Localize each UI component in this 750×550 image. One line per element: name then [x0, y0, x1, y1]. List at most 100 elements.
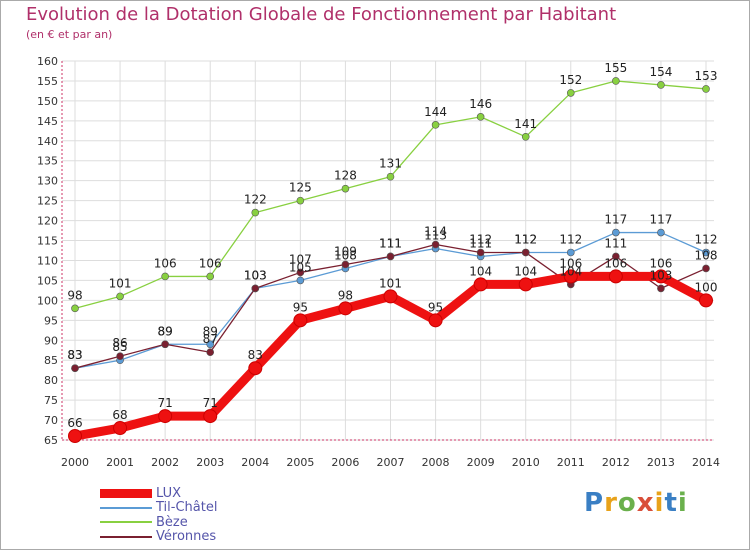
y-tick-label: 120	[37, 215, 58, 228]
data-point	[431, 121, 440, 129]
data-label: 154	[649, 65, 672, 79]
data-point	[251, 208, 260, 217]
legend-item: Bèze	[100, 514, 188, 530]
data-label: 105	[289, 260, 312, 274]
data-point	[296, 268, 305, 277]
data-label: 111	[604, 236, 627, 250]
data-label: 103	[649, 268, 672, 282]
data-point	[608, 269, 623, 284]
data-label: 114	[424, 225, 447, 239]
data-point	[702, 85, 710, 93]
y-tick-label: 140	[37, 135, 58, 148]
data-label: 95	[428, 300, 443, 314]
y-tick-label: 100	[37, 294, 58, 307]
legend-swatch	[100, 488, 152, 498]
data-point	[518, 277, 533, 292]
data-point	[657, 228, 665, 237]
data-point	[116, 292, 124, 301]
data-label: 66	[67, 416, 82, 430]
data-label: 113	[424, 229, 447, 243]
legend-label: Til-Châtel	[156, 500, 218, 515]
data-point	[206, 340, 215, 349]
data-point	[383, 289, 398, 304]
y-tick-label: 125	[37, 195, 58, 208]
data-label: 100	[695, 280, 718, 294]
x-tick-label: 2007	[377, 456, 405, 469]
data-label: 125	[289, 181, 312, 195]
data-label: 87	[203, 332, 218, 346]
data-point	[68, 429, 82, 444]
data-label: 106	[604, 256, 627, 270]
data-label: 101	[109, 276, 132, 290]
data-label: 106	[559, 256, 582, 270]
data-label: 144	[424, 105, 447, 119]
x-tick-label: 2002	[151, 456, 179, 469]
data-point	[563, 269, 578, 284]
data-point	[158, 409, 173, 424]
data-point	[473, 277, 488, 292]
legend-item: Til-Châtel	[100, 500, 218, 515]
data-point	[521, 248, 530, 257]
data-label: 109	[334, 244, 357, 258]
data-label: 117	[649, 213, 672, 227]
data-label: 111	[469, 236, 492, 250]
data-point	[612, 228, 620, 237]
data-label: 111	[379, 236, 402, 250]
data-label: 131	[379, 157, 402, 171]
logo-letter: r	[604, 488, 618, 518]
data-point	[699, 293, 713, 308]
data-point	[206, 272, 215, 281]
data-label: 106	[649, 256, 672, 270]
data-point	[251, 284, 260, 293]
data-label: 71	[158, 396, 173, 410]
data-label: 89	[158, 324, 173, 338]
x-tick-label: 2005	[286, 456, 314, 469]
data-label: 112	[514, 232, 537, 246]
data-label: 112	[469, 232, 492, 246]
data-label: 112	[514, 232, 537, 246]
data-label: 112	[695, 232, 718, 246]
legend-swatch	[100, 535, 152, 538]
y-tick-label: 85	[44, 354, 58, 367]
data-label: 155	[604, 61, 627, 75]
x-tick-label: 2001	[106, 456, 134, 469]
data-point	[386, 172, 395, 181]
data-point	[341, 184, 350, 193]
logo-letter: i	[677, 488, 688, 518]
y-tick-label: 105	[37, 274, 58, 287]
x-tick-label: 2013	[647, 456, 675, 469]
data-label: 86	[112, 336, 127, 350]
legend-item: Véronnes	[100, 529, 216, 544]
y-tick-label: 160	[37, 55, 58, 68]
data-point	[71, 304, 79, 313]
data-point	[206, 348, 215, 357]
data-label: 106	[154, 256, 177, 270]
data-point	[702, 248, 710, 257]
legend-label: Bèze	[156, 514, 188, 530]
data-point	[386, 252, 395, 261]
x-tick-label: 2010	[512, 456, 540, 469]
data-point	[203, 409, 218, 424]
y-tick-label: 155	[37, 75, 58, 88]
y-tick-label: 115	[37, 235, 58, 248]
x-tick-label: 2011	[557, 456, 585, 469]
legend-item: LUX	[100, 486, 181, 501]
y-tick-label: 110	[37, 254, 58, 267]
data-point	[161, 340, 169, 349]
data-label: 104	[559, 264, 582, 278]
x-tick-label: 2003	[196, 456, 224, 469]
data-label: 85	[112, 340, 127, 354]
y-tick-label: 70	[44, 414, 58, 427]
data-point	[116, 352, 124, 361]
x-tick-label: 2012	[602, 456, 630, 469]
data-point	[341, 260, 350, 269]
data-label: 104	[514, 264, 537, 278]
data-label: 146	[469, 97, 492, 111]
data-point	[431, 240, 440, 249]
x-tick-label: 2014	[692, 456, 720, 469]
data-label: 83	[67, 348, 82, 362]
data-point	[296, 196, 305, 205]
data-label: 103	[244, 268, 267, 282]
data-point	[566, 89, 575, 97]
